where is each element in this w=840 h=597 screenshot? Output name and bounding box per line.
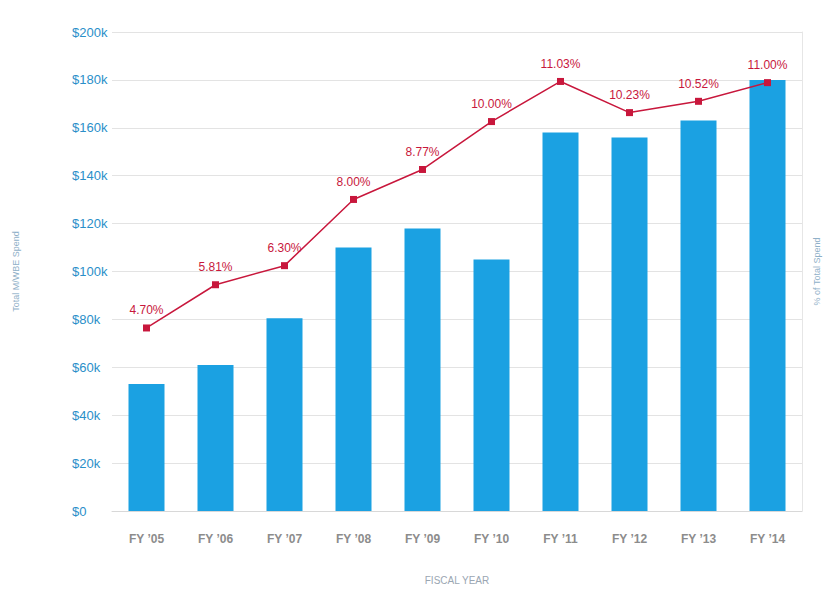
svg-text:FY ’08: FY ’08	[336, 532, 371, 546]
svg-text:10.23%: 10.23%	[609, 88, 650, 102]
svg-text:$120k: $120k	[72, 216, 108, 231]
svg-text:FY ’07: FY ’07	[267, 532, 302, 546]
svg-text:10.52%: 10.52%	[678, 77, 719, 91]
svg-text:$40k: $40k	[72, 408, 101, 423]
svg-text:$200k: $200k	[72, 25, 108, 40]
svg-text:11.03%: 11.03%	[541, 57, 581, 71]
svg-text:$20k: $20k	[72, 456, 101, 471]
svg-text:5.81%: 5.81%	[198, 260, 232, 274]
svg-text:11.00%: 11.00%	[748, 58, 788, 72]
svg-text:$80k: $80k	[72, 312, 101, 327]
svg-text:$180k: $180k	[72, 72, 108, 87]
svg-text:$60k: $60k	[72, 360, 101, 375]
svg-text:6.30%: 6.30%	[267, 241, 301, 255]
svg-text:$100k: $100k	[72, 264, 108, 279]
svg-text:FY ’13: FY ’13	[681, 532, 716, 546]
svg-text:$160k: $160k	[72, 120, 108, 135]
svg-text:FY ’14: FY ’14	[750, 532, 785, 546]
svg-text:$0: $0	[72, 504, 86, 519]
svg-text:4.70%: 4.70%	[129, 303, 163, 317]
svg-text:% of Total Spend: % of Total Spend	[812, 238, 822, 306]
svg-text:Total M/WBE Spend: Total M/WBE Spend	[11, 231, 21, 312]
svg-text:FY ’10: FY ’10	[474, 532, 509, 546]
svg-text:FY ’11: FY ’11	[543, 532, 578, 546]
svg-text:FISCAL YEAR: FISCAL YEAR	[425, 575, 489, 586]
svg-text:FY ’09: FY ’09	[405, 532, 440, 546]
svg-text:FY ’06: FY ’06	[198, 532, 233, 546]
svg-text:8.00%: 8.00%	[336, 175, 370, 189]
svg-text:FY ’05: FY ’05	[129, 532, 164, 546]
svg-text:FY ’12: FY ’12	[612, 532, 647, 546]
svg-text:8.77%: 8.77%	[405, 145, 439, 159]
svg-text:10.00%: 10.00%	[471, 97, 512, 111]
svg-text:$140k: $140k	[72, 168, 108, 183]
